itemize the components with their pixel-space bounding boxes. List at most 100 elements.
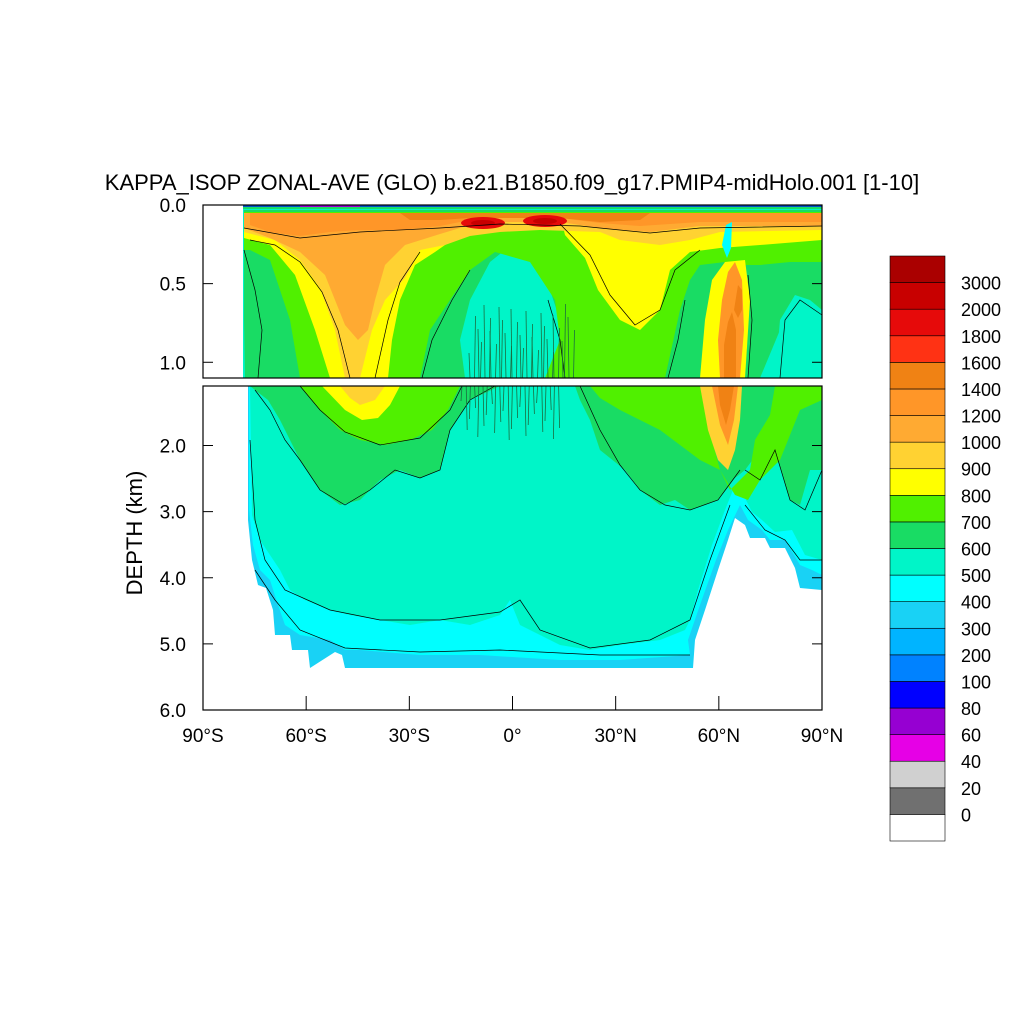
x-tick-label: 60°S	[285, 726, 326, 747]
contour-noise-lower-11	[507, 386, 510, 441]
contour-noise-lower-14	[519, 386, 522, 408]
field-surface-top	[243, 205, 822, 207]
contour-line-upper-3	[559, 223, 701, 326]
colorbar-swatch	[889, 627, 946, 656]
contour-noise-equator-2	[477, 328, 480, 378]
contour-noise-equator-6	[489, 330, 492, 378]
contour-line-upper-0	[249, 239, 351, 378]
field-band-500-600-equator	[460, 250, 570, 378]
field-band-1400-1600-60n	[718, 386, 734, 425]
colorbar-swatch	[889, 574, 946, 602]
colorbar-label: 500	[961, 566, 991, 586]
contour-noise-lower-15	[524, 386, 527, 437]
x-tick-label: 60°N	[698, 726, 740, 747]
contour-noise-lower-9	[499, 386, 502, 423]
upper-panel-frame	[202, 204, 823, 379]
y-tick-label-lower: 3.0	[160, 503, 186, 524]
contour-noise-equator-27	[564, 303, 566, 378]
contour-noise-lower-22	[553, 386, 555, 440]
contour-noise-lower-16	[527, 386, 530, 426]
colorbar-swatch	[889, 734, 946, 762]
contour-line-upper-7	[747, 274, 753, 378]
contour-noise-lower-12	[511, 386, 513, 430]
x-tick-label: 30°S	[389, 726, 430, 747]
y-tick-label-lower: 6.0	[160, 701, 186, 722]
contour-noise-lower-23	[558, 386, 560, 429]
x-tick-label: 0°	[503, 726, 521, 747]
colorbar-label: 700	[961, 513, 991, 533]
colorbar-swatch	[889, 760, 946, 789]
contour-noise-equator-29	[573, 329, 575, 378]
y-tick-label-lower: 5.0	[160, 635, 186, 656]
colorbar-swatch	[889, 548, 946, 576]
contour-noise-lower-0	[460, 386, 463, 402]
colorbar-label: 20	[961, 779, 981, 799]
contour-line-lower-1	[579, 386, 741, 511]
contour-noise-equator-9	[501, 319, 503, 378]
colorbar-label: 300	[961, 619, 991, 639]
y-tick-label-upper: 0.0	[160, 196, 186, 217]
contour-noise-lower-20	[544, 386, 547, 422]
contour-noise-lower-10	[502, 386, 505, 412]
colorbar-swatch	[889, 335, 946, 363]
y-tick-label-upper: 0.5	[160, 275, 186, 296]
colorbar-swatch	[889, 521, 946, 549]
field-band-1400-1600-60n-upper	[734, 285, 742, 318]
contour-noise-equator-15	[522, 347, 524, 378]
colorbar-label: 40	[961, 752, 981, 772]
contour-noise-lower-1	[465, 386, 468, 431]
contour-line-upper-6	[667, 299, 686, 378]
contour-line-lower-2	[249, 439, 731, 649]
contour-line-upper-5	[547, 299, 566, 378]
contour-noise-equator-25	[558, 327, 560, 378]
colorbar-label: 1800	[961, 327, 1001, 347]
contour-noise-equator-14	[519, 334, 522, 378]
field-band-500-600-arctic	[775, 295, 822, 378]
colorbar-label: 900	[961, 460, 991, 480]
y-tick-label-upper: 1.0	[160, 353, 186, 374]
colorbar-swatch	[889, 681, 946, 709]
contour-noise-equator-1	[474, 315, 476, 378]
colorbar: 0 20 40 60 80 100 200 300 400 500 600 700 800 900 1000…	[889, 255, 1001, 842]
contour-line-lower-4	[254, 569, 690, 656]
colorbar-swatch	[889, 362, 946, 390]
contour-noise-equator-21	[543, 325, 545, 378]
colorbar-label: 100	[961, 672, 991, 692]
y-tick-label-lower: 2.0	[160, 437, 186, 458]
contour-line-lower-5	[744, 449, 822, 511]
contour-noise-equator-13	[516, 321, 518, 378]
contour-noise-lower-17	[533, 386, 535, 415]
colorbar-label: 600	[961, 540, 991, 560]
x-tick-label: 30°N	[594, 726, 636, 747]
field-band-800-900-north	[560, 214, 822, 330]
contour-noise-lower-4	[477, 386, 480, 438]
chart-title: KAPPA_ISOP ZONAL-AVE (GLO) b.e21.B1850.f…	[105, 170, 919, 195]
field-core-north-equator	[533, 218, 557, 224]
colorbar-swatch	[889, 787, 946, 815]
contour-noise-equator-0	[468, 352, 471, 378]
contour-noise-lower-18	[536, 386, 538, 404]
colorbar-swatch	[889, 468, 946, 496]
lower-panel-field	[203, 386, 822, 710]
contour-noise-equator-3	[480, 341, 482, 378]
axes: 0.0 0.5 1.0 2.0 3.0 4.0 5.0 6.0 90°S 60°S 30°S 0° 30…	[160, 196, 844, 747]
upper-panel-field	[203, 205, 822, 378]
y-tick-label-lower: 4.0	[160, 569, 186, 590]
colorbar-label: 1600	[961, 353, 1001, 373]
contour-noise-lower-2	[469, 386, 471, 420]
colorbar-swatch	[889, 415, 946, 443]
contour-line-upper-8	[779, 299, 822, 378]
field-band-900-1000-south	[340, 386, 385, 405]
land-antarctica-upper	[203, 205, 243, 378]
colorbar-swatch	[889, 654, 946, 682]
field-surface-violet	[300, 205, 360, 207]
colorbar-swatch	[889, 707, 946, 735]
colorbar-label: 200	[961, 646, 991, 666]
colorbar-swatch	[889, 255, 946, 283]
field-band-400-500-60n	[722, 222, 732, 258]
colorbar-label: 80	[961, 699, 981, 719]
colorbar-label: 800	[961, 486, 991, 506]
contour-noise-equator-7	[495, 343, 497, 378]
